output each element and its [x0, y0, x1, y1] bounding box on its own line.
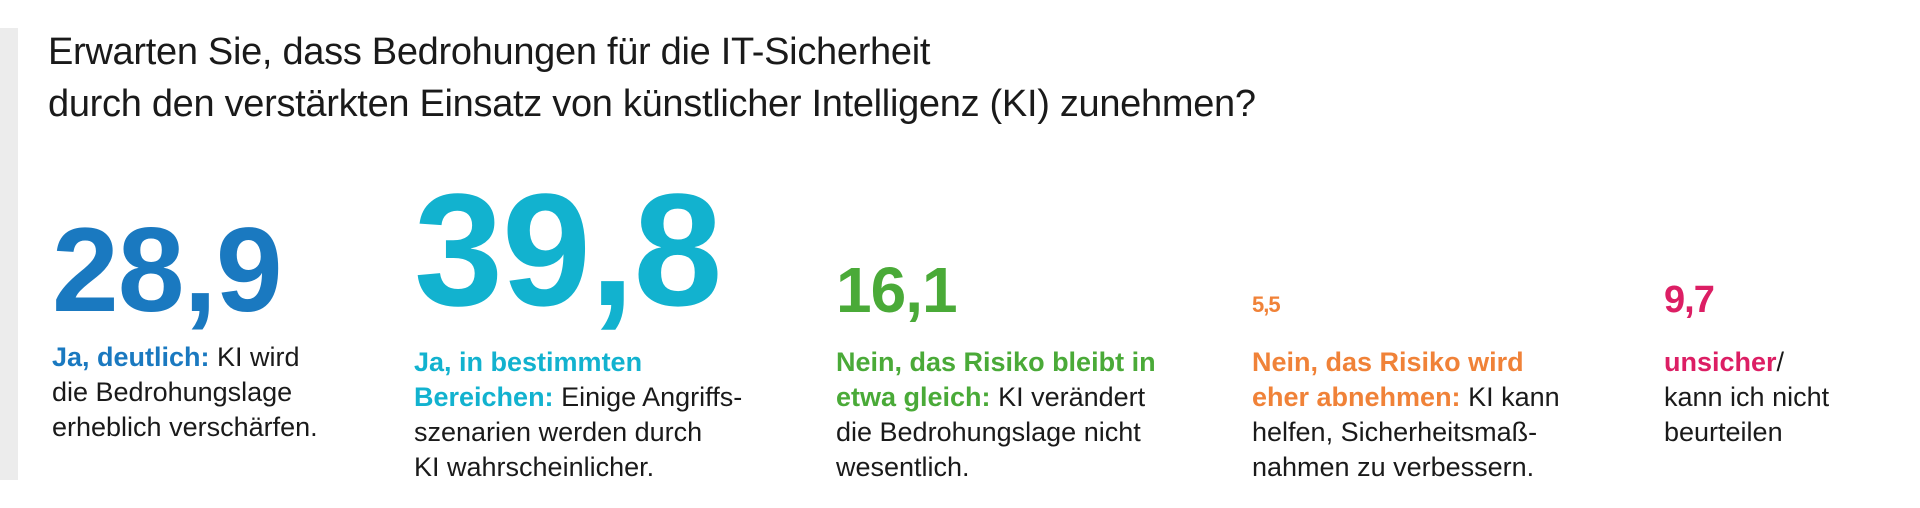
- stat-value: 39,8: [414, 160, 722, 339]
- stat-text: KI wird: [217, 342, 300, 372]
- stat-text: die Bedrohungslage nicht: [836, 417, 1141, 447]
- stat-text: szenarien werden durch: [414, 417, 703, 447]
- stat-text: erheblich verschärfen.: [52, 412, 318, 442]
- stat-description: unsicher/ kann ich nicht beurteilen: [1664, 345, 1894, 450]
- stat-text: nahmen zu verbessern.: [1252, 452, 1535, 482]
- stat-value: 28,9: [52, 203, 283, 337]
- stat-description: Ja, deutlich: KI wird die Bedrohungslage…: [52, 340, 412, 445]
- stat-lead: Nein, das Risiko bleibt in: [836, 347, 1156, 377]
- stat-text: helfen, Sicherheitsmaß-: [1252, 417, 1538, 447]
- stat-text: KI wahrscheinlicher.: [414, 452, 655, 482]
- stat-value: 16,1: [836, 254, 958, 326]
- title-line-2: durch den verstärkten Einsatz von künstl…: [48, 83, 1256, 125]
- stat-lead: Nein, das Risiko wird: [1252, 347, 1524, 377]
- stat-description: Nein, das Risiko bleibt in etwa gleich: …: [836, 345, 1216, 485]
- stat-text: wesentlich.: [836, 452, 970, 482]
- stat-text: KI kann: [1468, 382, 1560, 412]
- stat-lead: unsicher: [1664, 347, 1777, 377]
- chart-title: Erwarten Sie, dass Bedrohungen für die I…: [48, 26, 1848, 130]
- stat-value: 5,5: [1252, 292, 1281, 317]
- stat-text: Einige Angriffs-: [561, 382, 743, 412]
- stat-lead: Bereichen:: [414, 382, 554, 412]
- stat-text: KI verändert: [998, 382, 1146, 412]
- stat-lead: Ja, deutlich:: [52, 342, 210, 372]
- stat-text: /: [1776, 347, 1785, 377]
- stat-description: Nein, das Risiko wird eher abnehmen: KI …: [1252, 345, 1612, 485]
- stat-description: Ja, in bestimmten Bereichen: Einige Angr…: [414, 345, 774, 485]
- stat-lead: etwa gleich:: [836, 382, 991, 412]
- stat-text: die Bedrohungslage: [52, 377, 293, 407]
- stat-lead: eher abnehmen:: [1252, 382, 1461, 412]
- stat-text: kann ich nicht: [1664, 382, 1830, 412]
- stat-text: beurteilen: [1664, 417, 1783, 447]
- title-line-1: Erwarten Sie, dass Bedrohungen für die I…: [48, 31, 931, 73]
- left-accent-bar: [0, 28, 18, 480]
- stat-lead: Ja, in bestimmten: [414, 347, 643, 377]
- stat-value: 9,7: [1664, 279, 1715, 321]
